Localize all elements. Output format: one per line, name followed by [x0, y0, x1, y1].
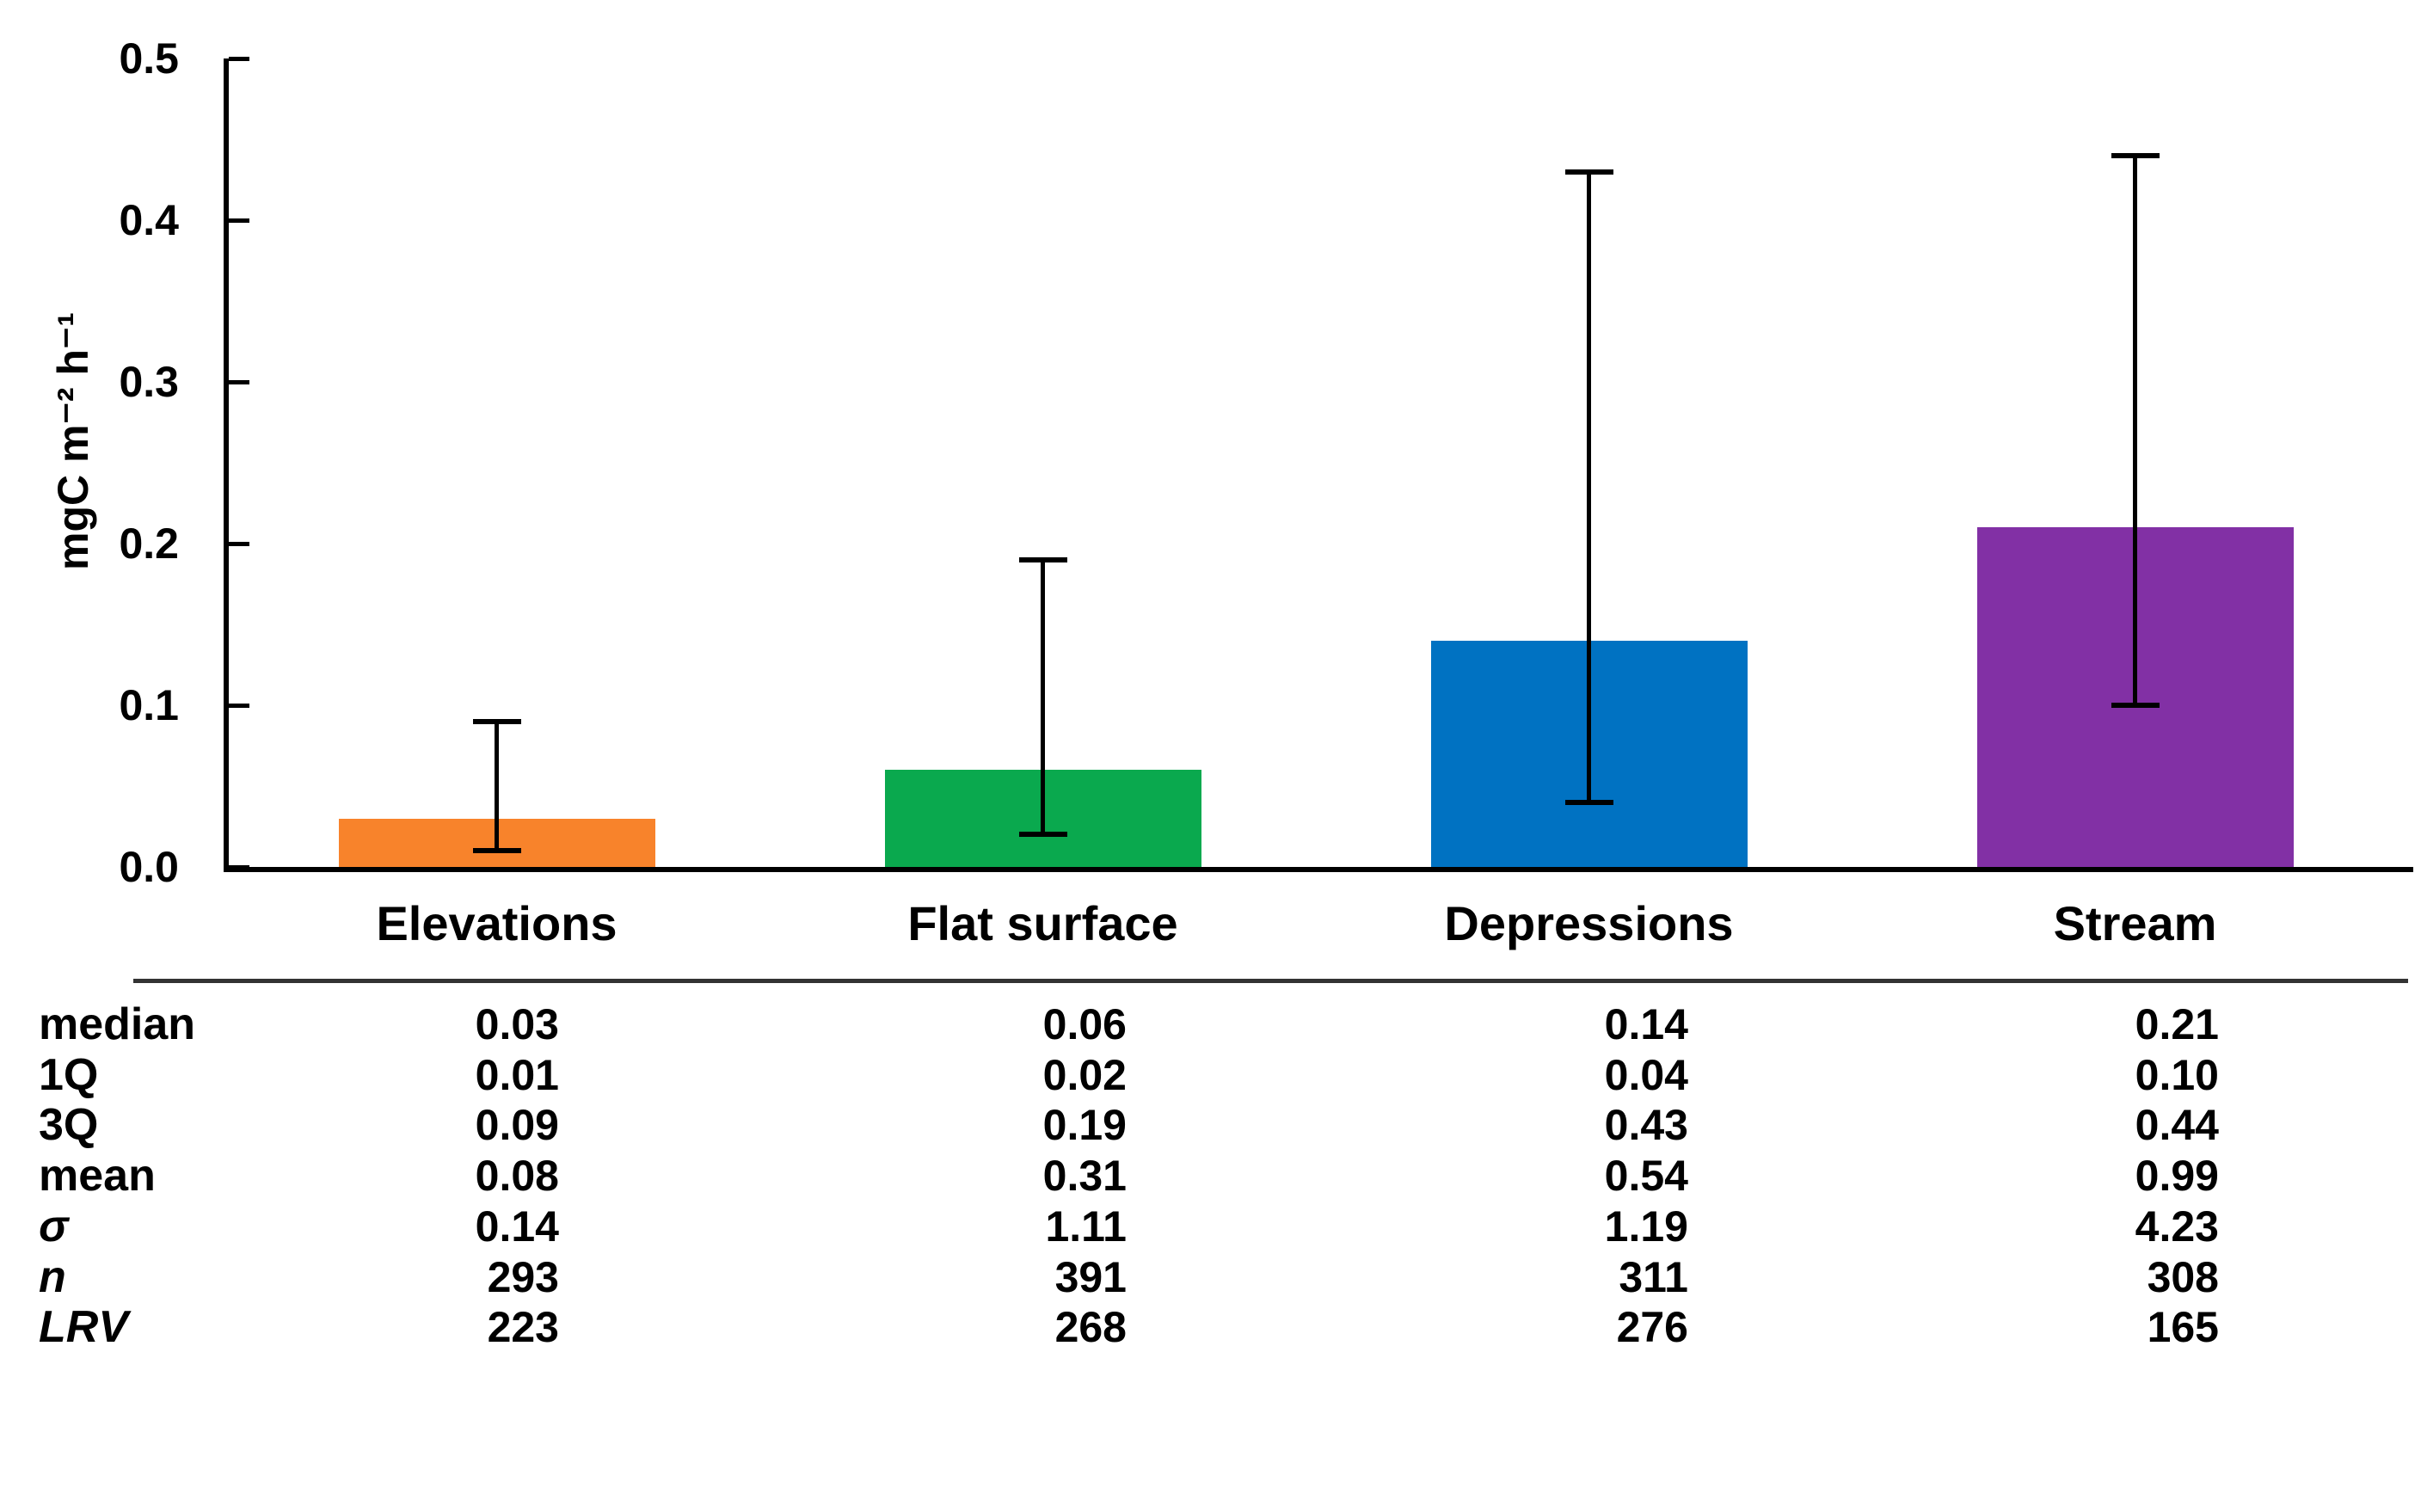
- cell-n-depressions: 311: [1619, 1253, 1688, 1301]
- y-tick-label: 0.2: [119, 519, 179, 568]
- error-bar-stream: [2133, 155, 2137, 705]
- cell-1q-elevations: 0.01: [475, 1051, 559, 1099]
- y-tick-mark: [229, 380, 249, 384]
- cell-mean-depressions: 0.54: [1604, 1152, 1688, 1200]
- error-cap-top-stream: [2111, 152, 2160, 158]
- row-label-lrv: LRV: [39, 1302, 128, 1352]
- y-tick-mark: [229, 704, 249, 708]
- cell-mean-elevations: 0.08: [475, 1152, 559, 1200]
- error-cap-top-elevations: [472, 718, 521, 724]
- cell-mean-stream: 0.99: [2135, 1152, 2219, 1200]
- cell-1q-flat-surface: 0.02: [1042, 1051, 1127, 1099]
- cell-1q-stream: 0.10: [2135, 1051, 2219, 1099]
- cell-lrv-stream: 165: [2147, 1303, 2219, 1351]
- y-tick-mark: [229, 57, 249, 61]
- y-tick-mark: [229, 542, 249, 546]
- cell-σ-depressions: 1.19: [1604, 1202, 1688, 1251]
- cell-σ-stream: 4.23: [2135, 1202, 2219, 1251]
- cell-σ-elevations: 0.14: [475, 1202, 559, 1251]
- error-cap-bottom-depressions: [1564, 799, 1613, 805]
- y-tick-mark: [229, 218, 249, 223]
- cell-3q-flat-surface: 0.19: [1042, 1101, 1127, 1149]
- category-label-depressions: Depressions: [1444, 896, 1734, 950]
- cell-lrv-flat-surface: 268: [1054, 1303, 1127, 1351]
- row-label-1q: 1Q: [39, 1050, 99, 1100]
- cell-3q-depressions: 0.43: [1604, 1101, 1688, 1149]
- cell-n-flat-surface: 391: [1054, 1253, 1127, 1301]
- error-cap-top-depressions: [1564, 169, 1613, 175]
- row-label-mean: mean: [39, 1151, 156, 1201]
- category-label-elevations: Elevations: [376, 896, 618, 950]
- y-tick-label: 0.5: [119, 34, 179, 83]
- cell-mean-flat-surface: 0.31: [1042, 1152, 1127, 1200]
- error-cap-top-flat-surface: [1018, 556, 1067, 562]
- error-cap-bottom-elevations: [472, 848, 521, 854]
- cell-3q-elevations: 0.09: [475, 1101, 559, 1149]
- cell-lrv-elevations: 223: [487, 1303, 559, 1351]
- cell-median-elevations: 0.03: [475, 1000, 559, 1048]
- category-label-stream: Stream: [2053, 896, 2217, 950]
- y-tick-label: 0.0: [119, 843, 179, 891]
- row-label-σ: σ: [39, 1202, 69, 1251]
- row-label-3q: 3Q: [39, 1100, 99, 1150]
- row-label-n: n: [39, 1252, 66, 1302]
- cell-3q-stream: 0.44: [2135, 1101, 2219, 1149]
- y-tick-label: 0.1: [119, 681, 179, 729]
- cell-lrv-depressions: 276: [1616, 1303, 1688, 1351]
- cell-1q-depressions: 0.04: [1604, 1051, 1688, 1099]
- category-label-flat-surface: Flat surface: [907, 896, 1178, 950]
- table-header-rule: [133, 979, 2408, 983]
- cell-median-stream: 0.21: [2135, 1000, 2219, 1048]
- cell-n-elevations: 293: [487, 1253, 559, 1301]
- error-cap-bottom-stream: [2111, 703, 2160, 708]
- y-tick-mark: [229, 865, 249, 870]
- error-cap-bottom-flat-surface: [1018, 832, 1067, 838]
- error-bar-elevations: [495, 721, 499, 851]
- error-bar-depressions: [1587, 171, 1591, 802]
- plot-area: [224, 58, 2413, 872]
- y-axis-label: mgC m⁻² h⁻¹: [49, 312, 97, 570]
- cell-median-depressions: 0.14: [1604, 1000, 1688, 1048]
- y-tick-label: 0.4: [119, 196, 179, 244]
- cell-median-flat-surface: 0.06: [1042, 1000, 1127, 1048]
- cell-n-stream: 308: [2147, 1253, 2219, 1301]
- cell-σ-flat-surface: 1.11: [1045, 1202, 1127, 1251]
- error-bar-flat-surface: [1041, 559, 1045, 835]
- y-tick-label: 0.3: [119, 358, 179, 406]
- row-label-median: median: [39, 999, 196, 1049]
